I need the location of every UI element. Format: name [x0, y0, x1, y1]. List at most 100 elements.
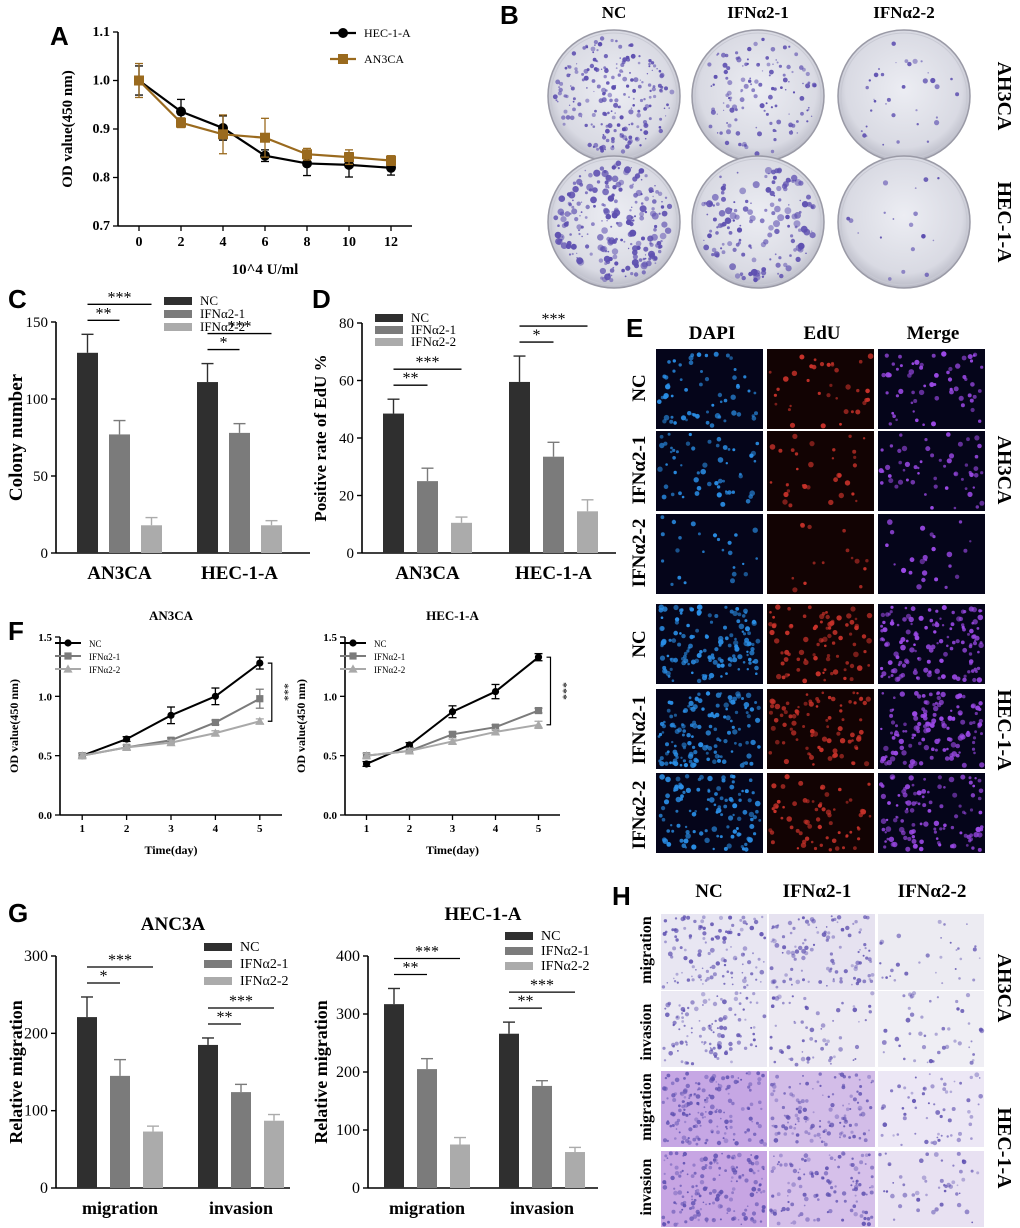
cell-nucleus: [938, 699, 944, 706]
cell-nucleus: [960, 774, 966, 780]
cell-nucleus: [849, 677, 854, 682]
cell-nucleus: [893, 818, 898, 823]
stained-cell: [852, 1204, 857, 1208]
legend-swatch: [204, 960, 232, 968]
cell-nucleus: [900, 637, 906, 642]
cell-nucleus: [884, 761, 889, 766]
cell-nucleus: [727, 695, 733, 700]
cell-nucleus: [950, 622, 955, 627]
transwell-tile-2-0: [661, 1071, 768, 1147]
stained-cell: [715, 961, 720, 966]
stained-cell: [691, 1185, 695, 1189]
stained-cell: [754, 1160, 760, 1166]
cell-nucleus: [783, 657, 789, 662]
stained-cell: [870, 1081, 873, 1084]
stained-cell: [679, 1040, 684, 1045]
colony: [798, 228, 802, 232]
stained-cell: [942, 1108, 946, 1112]
colony: [569, 115, 575, 121]
cell-nucleus: [885, 391, 889, 395]
colony: [742, 206, 749, 212]
cell-nucleus: [898, 354, 902, 359]
colony: [658, 126, 662, 129]
panel-label-a: A: [50, 21, 69, 51]
stained-cell: [804, 945, 809, 950]
marker-circle: [256, 659, 264, 667]
colony: [614, 261, 619, 266]
stained-cell: [722, 999, 727, 1005]
cell-nucleus: [685, 418, 688, 422]
stained-cell: [683, 1103, 689, 1108]
cell-nucleus: [942, 827, 946, 830]
colony: [561, 236, 564, 238]
cell-nucleus: [852, 691, 856, 695]
cell-nucleus: [863, 650, 867, 654]
stained-cell: [940, 1159, 944, 1162]
cell-nucleus: [815, 705, 819, 708]
stained-cell: [868, 1004, 872, 1008]
colony: [641, 270, 646, 275]
cell-nucleus: [911, 783, 915, 787]
cell-nucleus: [672, 758, 678, 764]
cell-nucleus: [946, 747, 949, 751]
colony: [558, 195, 566, 202]
colony: [879, 236, 883, 239]
cell-nucleus: [680, 794, 684, 799]
transwell-tile-0-1: [769, 914, 875, 990]
colony: [628, 96, 630, 98]
cell-nucleus: [854, 558, 860, 564]
cell-nucleus: [828, 499, 834, 506]
cell-nucleus: [841, 718, 845, 722]
colony: [759, 218, 765, 224]
colony: [648, 62, 651, 66]
stained-cell: [729, 1119, 733, 1124]
cell-nucleus: [891, 736, 896, 740]
stained-cell: [775, 985, 779, 989]
stained-cell: [758, 1183, 762, 1187]
chart-title: AN3CA: [149, 608, 194, 623]
cell-nucleus: [749, 761, 754, 766]
transwell-background: [878, 1071, 984, 1147]
stained-cell: [882, 1122, 888, 1127]
cell-nucleus: [705, 691, 711, 696]
cell-nucleus: [891, 411, 895, 415]
cell-nucleus: [731, 725, 735, 730]
cell-nucleus: [921, 737, 926, 742]
stained-cell: [952, 1164, 955, 1167]
colony: [585, 204, 590, 210]
cell-nucleus: [974, 730, 977, 734]
stained-cell: [770, 940, 773, 943]
stained-cell: [826, 1039, 830, 1044]
stained-cell: [710, 1029, 713, 1032]
stained-cell: [718, 1017, 723, 1022]
cell-nucleus: [836, 615, 842, 621]
cell-nucleus: [719, 400, 723, 404]
cell-nucleus: [720, 675, 723, 678]
cell-nucleus: [789, 825, 794, 830]
cell-nucleus: [708, 677, 712, 680]
stained-cell: [864, 947, 867, 950]
stained-cell: [774, 1098, 779, 1103]
cell-nucleus: [853, 745, 858, 750]
colony: [601, 220, 603, 222]
legend-swatch: [505, 962, 533, 970]
cell-nucleus: [769, 481, 773, 484]
stained-cell: [924, 1139, 929, 1145]
cell-nucleus: [885, 372, 891, 378]
colony: [569, 233, 572, 236]
colony: [620, 238, 623, 242]
colony: [617, 221, 623, 228]
colony: [924, 272, 929, 277]
cell-nucleus: [931, 747, 935, 751]
cell-nucleus: [830, 363, 835, 367]
colony: [883, 211, 886, 214]
colony: [735, 131, 741, 136]
cell-nucleus: [839, 709, 843, 713]
stained-cell: [969, 1115, 974, 1119]
stained-cell: [738, 1002, 742, 1005]
colony: [603, 207, 609, 214]
cell-nucleus: [883, 745, 889, 752]
colony: [767, 232, 773, 238]
stained-cell: [732, 955, 738, 961]
